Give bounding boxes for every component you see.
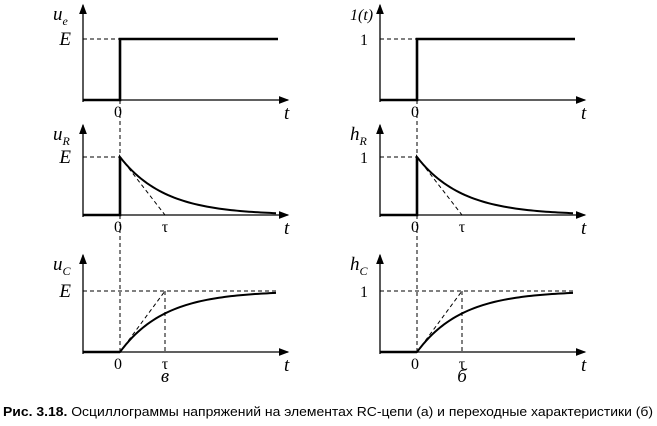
x-label: t bbox=[284, 103, 290, 124]
caption: Рис. 3.18. Осциллограммы напряжений на э… bbox=[3, 404, 653, 419]
y-label: hR bbox=[350, 124, 368, 148]
y-label-main: 1(t) bbox=[350, 7, 373, 24]
x-label: t bbox=[284, 355, 290, 376]
y-label: uC bbox=[53, 254, 72, 278]
level-label: E bbox=[58, 281, 71, 302]
y-label-main: u bbox=[53, 124, 63, 145]
level-label: 1 bbox=[360, 150, 368, 167]
y-label-sub: C bbox=[360, 264, 369, 278]
level-label: 1 bbox=[360, 284, 368, 301]
origin-label: 0 bbox=[411, 219, 419, 236]
y-label-sub: R bbox=[359, 134, 368, 148]
tau-label: τ bbox=[162, 219, 169, 236]
level-label: 1 bbox=[360, 32, 368, 49]
y-label-sub: e bbox=[63, 14, 69, 28]
origin-label: 0 bbox=[411, 356, 419, 373]
y-label: hC bbox=[350, 254, 369, 278]
caption-text: Осциллограммы напряжений на элементах RC… bbox=[71, 404, 653, 419]
level-label: E bbox=[58, 147, 71, 168]
x-label: t bbox=[581, 103, 587, 124]
tau-label: τ bbox=[162, 356, 169, 373]
caption-number: Рис. 3.18. bbox=[3, 404, 67, 419]
y-label: ue bbox=[53, 4, 69, 28]
origin-label: 0 bbox=[114, 104, 122, 121]
tangent bbox=[416, 156, 463, 216]
y-label-main: u bbox=[53, 4, 63, 25]
y-label-main: h bbox=[350, 254, 360, 275]
x-label: t bbox=[284, 218, 290, 239]
step bbox=[83, 37, 278, 102]
panel-label: в bbox=[161, 366, 169, 387]
origin-label: 0 bbox=[114, 219, 122, 236]
panel-label: б bbox=[457, 366, 468, 387]
x-label: t bbox=[581, 218, 587, 239]
tau-label: τ bbox=[459, 219, 466, 236]
y-label-main: u bbox=[53, 254, 63, 275]
step bbox=[380, 37, 575, 102]
y-label-sub: R bbox=[62, 134, 71, 148]
base-thick bbox=[380, 157, 419, 217]
y-label: 1(t) bbox=[350, 7, 373, 24]
y-label-main: h bbox=[350, 124, 360, 145]
level-label: E bbox=[58, 29, 71, 50]
origin-label: 0 bbox=[411, 104, 419, 121]
origin-label: 0 bbox=[114, 356, 122, 373]
y-label-sub: C bbox=[63, 264, 72, 278]
base-thick bbox=[83, 157, 122, 217]
x-label: t bbox=[581, 355, 587, 376]
tangent bbox=[416, 290, 463, 353]
tangent bbox=[119, 156, 166, 216]
rise bbox=[380, 291, 574, 353]
rise bbox=[83, 291, 277, 353]
y-label: uR bbox=[53, 124, 71, 148]
tau-label: τ bbox=[459, 356, 466, 373]
tangent bbox=[119, 290, 166, 353]
decay bbox=[380, 154, 574, 216]
decay bbox=[83, 154, 277, 216]
